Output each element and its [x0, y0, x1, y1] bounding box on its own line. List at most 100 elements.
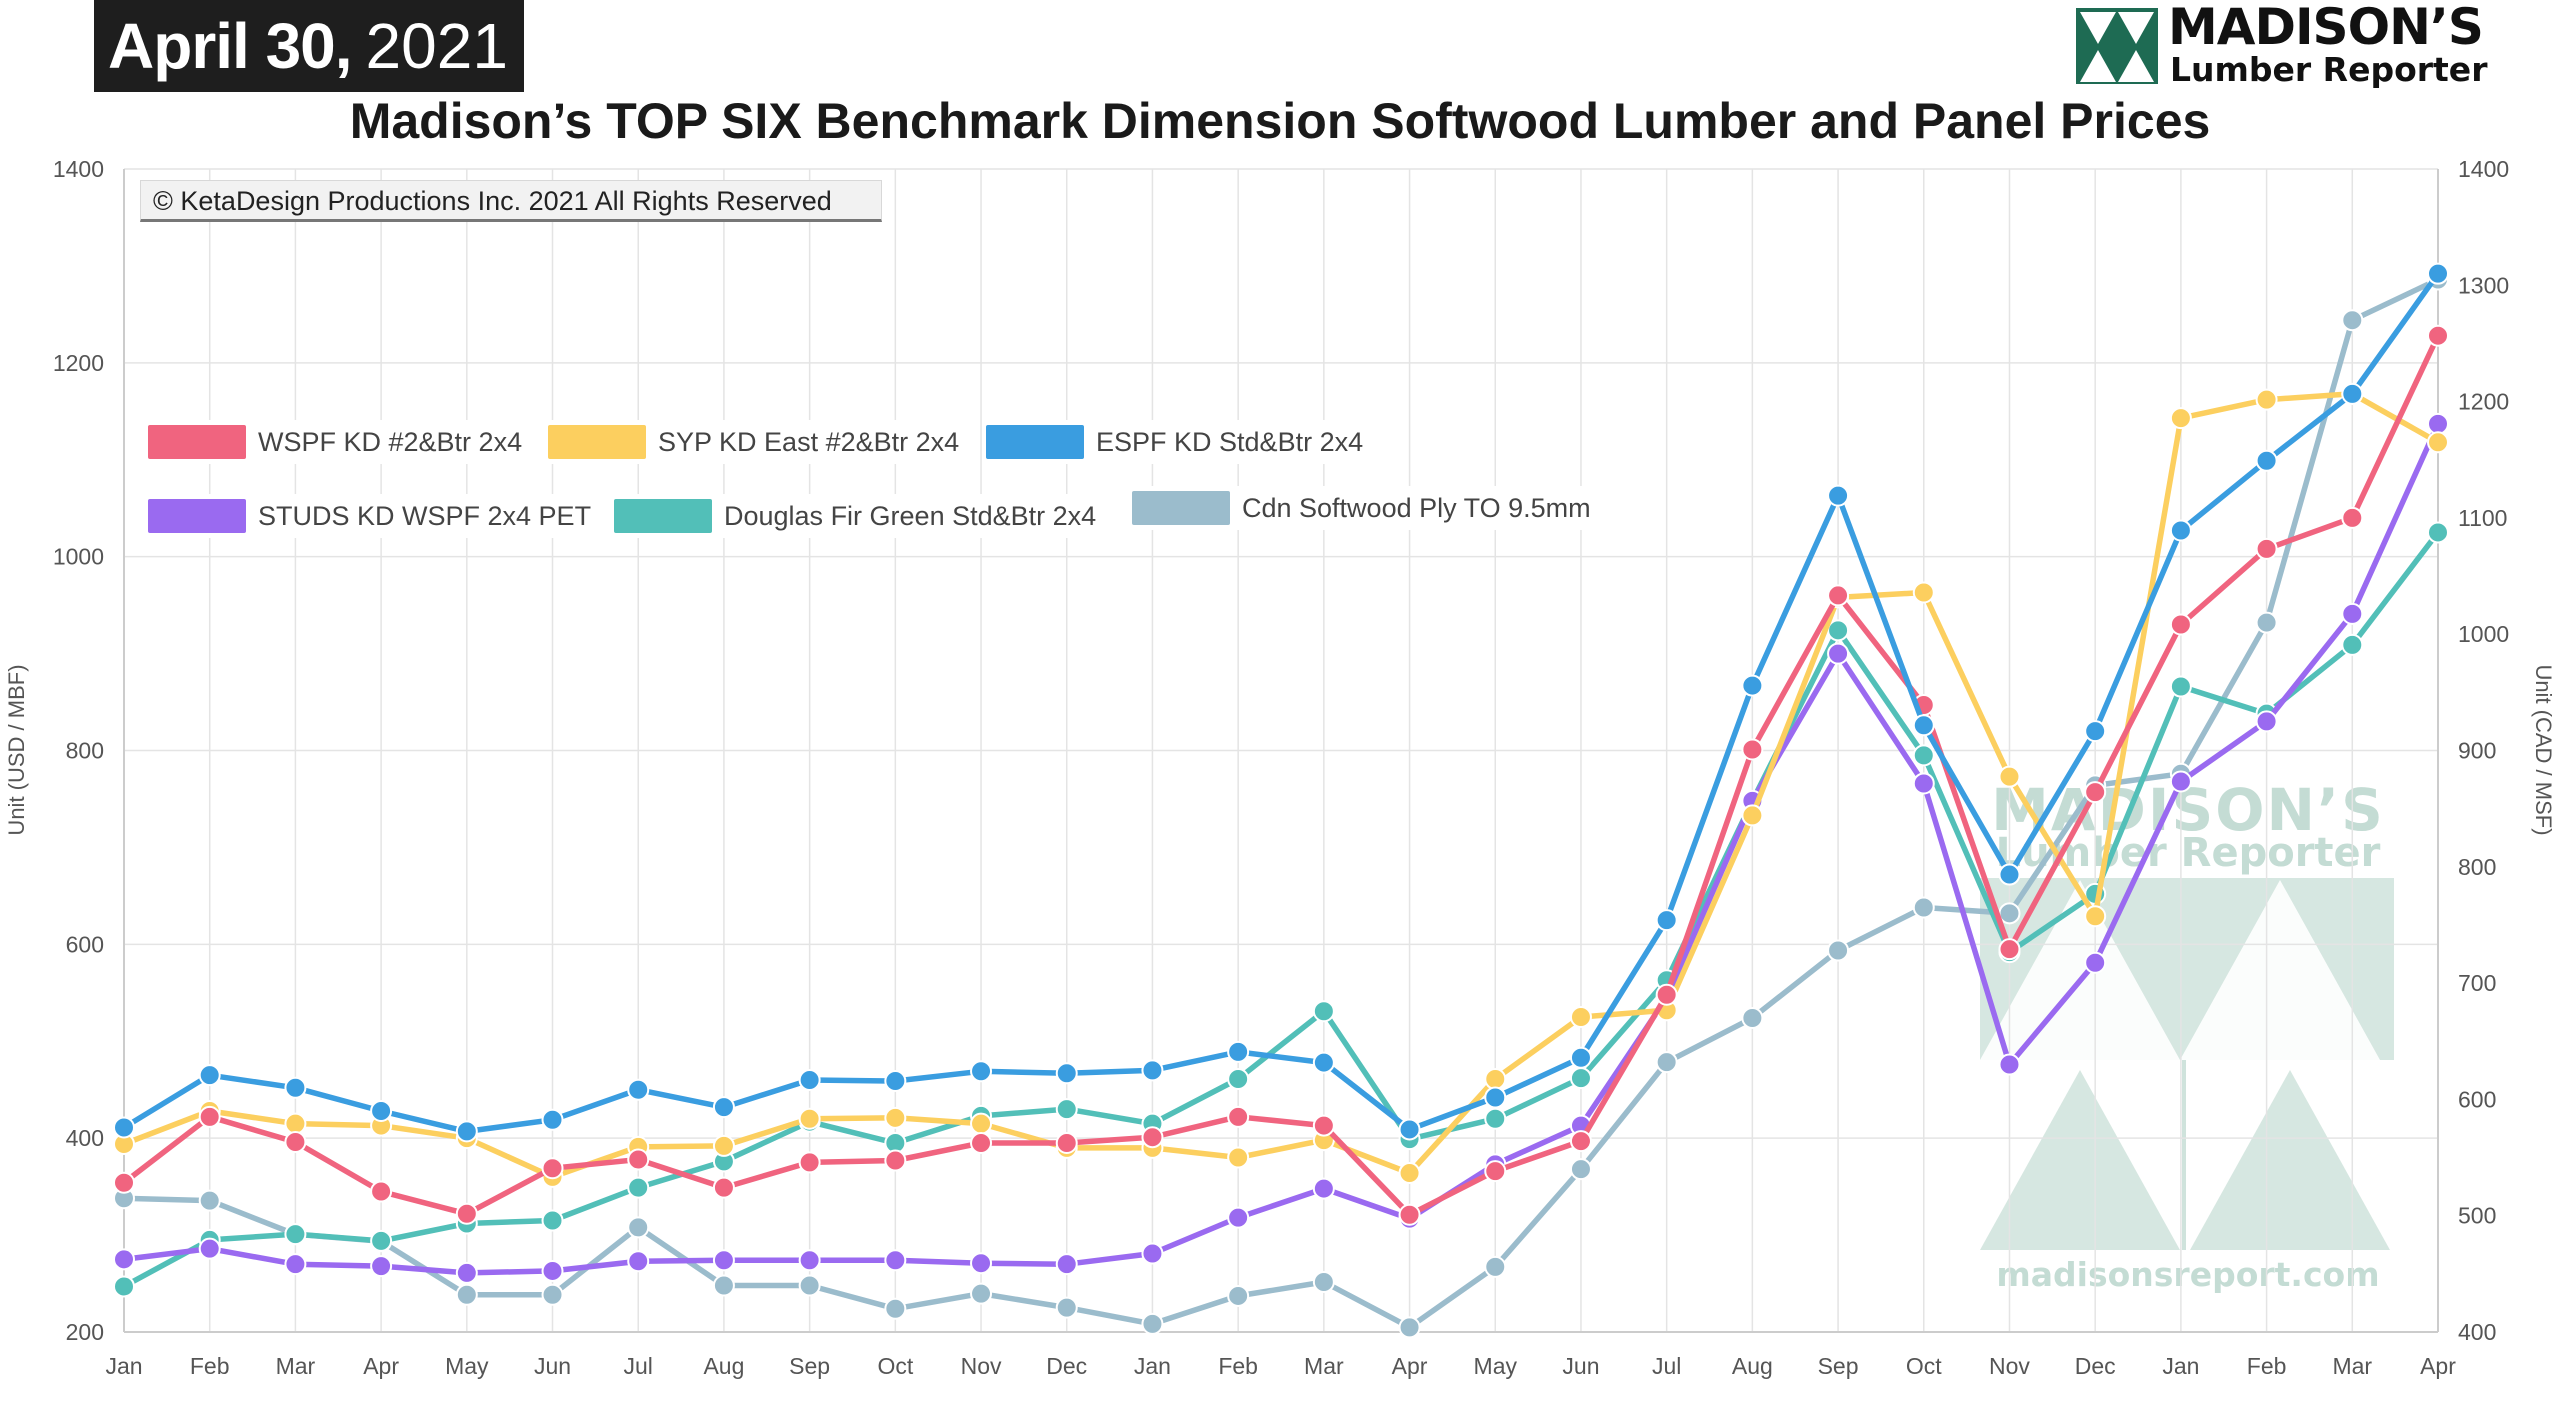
data-point — [1827, 619, 1850, 642]
watermark-url: madisonsreport.com — [1996, 1255, 2379, 1294]
legend-label: Douglas Fir Green Std&Btr 2x4 — [724, 500, 1097, 531]
data-point — [2427, 431, 2449, 454]
x-tick-label: Jun — [534, 1353, 571, 1379]
data-point — [1827, 642, 1850, 665]
data-point — [2255, 388, 2278, 411]
data-point — [113, 1248, 135, 1271]
y-left-tick-label: 1200 — [53, 350, 104, 376]
series-line — [121, 270, 2441, 1135]
data-point — [2427, 412, 2449, 435]
y-axis-right-title: Unit (CAD / MSF) — [2531, 664, 2556, 835]
data-point — [2255, 449, 2278, 472]
data-point — [1998, 938, 2021, 961]
y-right-tick-label: 1100 — [2458, 505, 2507, 531]
data-point — [627, 1216, 650, 1239]
data-point — [113, 1116, 135, 1139]
data-point — [1827, 584, 1850, 607]
legend-item-espf[interactable]: ESPF KD Std&Btr 2x4 — [986, 420, 1364, 464]
y-right-tick-label: 1400 — [2458, 156, 2509, 182]
data-point — [370, 1229, 393, 1252]
data-point — [1998, 902, 2021, 925]
data-point — [284, 1112, 307, 1135]
legend-item-douglas-fir[interactable]: Douglas Fir Green Std&Btr 2x4 — [614, 494, 1097, 538]
y-right-tick-label: 400 — [2458, 1319, 2496, 1345]
data-point — [541, 1209, 564, 1232]
y-right-tick-label: 700 — [2458, 970, 2496, 996]
data-point — [370, 1180, 393, 1203]
data-point — [284, 1253, 307, 1276]
data-point — [284, 1076, 307, 1099]
data-point — [884, 1249, 907, 1272]
y-right-tick-label: 1000 — [2458, 621, 2509, 647]
y-right-tick-label: 1200 — [2458, 389, 2509, 415]
series-0 — [113, 324, 2449, 1226]
madisons-logo: MADISON’S Lumber Reporter — [2076, 0, 2516, 89]
legend-item-wspf[interactable]: WSPF KD #2&Btr 2x4 — [148, 420, 523, 464]
series-line — [121, 332, 2441, 1218]
watermark-tree-left-notch — [1980, 880, 2180, 1060]
data-point — [198, 1237, 221, 1260]
legend-swatch — [1132, 491, 1230, 525]
series-line — [121, 391, 2441, 1180]
data-point — [884, 1149, 907, 1172]
data-point — [2084, 905, 2107, 928]
data-point — [1227, 1206, 1250, 1229]
data-point — [2255, 537, 2278, 560]
x-tick-label: May — [445, 1353, 489, 1379]
data-point — [541, 1259, 564, 1282]
legend-item-studs[interactable]: STUDS KD WSPF 2x4 PET — [148, 494, 592, 538]
x-tick-label: Jan — [2162, 1353, 2199, 1379]
x-tick-label: Apr — [1392, 1353, 1428, 1379]
data-point — [1141, 1312, 1164, 1335]
data-point — [1912, 714, 1935, 737]
data-point — [2169, 770, 2192, 793]
x-tick-label: Mar — [276, 1353, 316, 1379]
x-tick-label: Oct — [1906, 1353, 1942, 1379]
y-left-tick-label: 600 — [66, 931, 104, 957]
data-point — [798, 1107, 821, 1130]
data-point — [1227, 1284, 1250, 1307]
x-tick-label: Sep — [1818, 1353, 1859, 1379]
data-point — [541, 1283, 564, 1306]
data-point — [1055, 1296, 1078, 1319]
data-point — [1655, 983, 1678, 1006]
data-point — [1569, 1130, 1592, 1153]
legend-item-cdn-ply[interactable]: Cdn Softwood Ply TO 9.5mm — [1132, 486, 1603, 530]
data-point — [1827, 484, 1850, 507]
data-point — [798, 1274, 821, 1297]
data-point — [541, 1157, 564, 1180]
series — [113, 262, 2449, 1339]
data-point — [1312, 1000, 1335, 1023]
data-point — [798, 1069, 821, 1092]
data-point — [627, 1250, 650, 1273]
x-tick-label: Apr — [363, 1353, 399, 1379]
data-point — [1484, 1086, 1507, 1109]
pine-tree-triangles-icon — [2076, 8, 2158, 84]
data-point — [970, 1282, 993, 1305]
data-point — [1741, 674, 1764, 697]
data-point — [627, 1078, 650, 1101]
data-point — [712, 1176, 735, 1199]
logo-title: MADISON’S — [2168, 0, 2484, 56]
data-point — [1055, 1098, 1078, 1121]
data-point — [198, 1189, 221, 1212]
data-point — [113, 1171, 135, 1194]
watermark-tree-right-notch — [2180, 880, 2380, 1060]
x-tick-label: Mar — [2332, 1353, 2372, 1379]
x-tick-label: Jul — [624, 1353, 653, 1379]
series-2 — [113, 262, 2449, 1143]
data-point — [1227, 1105, 1250, 1128]
y-left-tick-label: 400 — [66, 1125, 104, 1151]
data-point — [1569, 1006, 1592, 1029]
data-point — [1398, 1316, 1421, 1339]
data-point — [1741, 804, 1764, 827]
legend-swatch — [548, 425, 646, 459]
x-tick-label: Feb — [190, 1353, 230, 1379]
y-left-tick-label: 800 — [66, 738, 104, 764]
data-point — [2169, 613, 2192, 636]
data-point — [884, 1297, 907, 1320]
data-point — [1055, 1062, 1078, 1085]
legend-item-syp[interactable]: SYP KD East #2&Btr 2x4 — [548, 420, 960, 464]
series-5 — [113, 268, 2449, 1339]
